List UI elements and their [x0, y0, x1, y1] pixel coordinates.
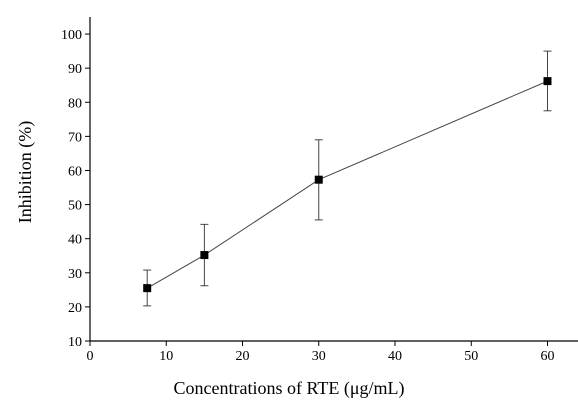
y-tick-label: 40: [68, 233, 82, 248]
x-tick-label: 20: [236, 349, 250, 364]
y-tick-label: 50: [68, 199, 82, 214]
y-tick-label: 10: [68, 335, 82, 350]
series: [143, 50, 552, 307]
x-axis-title: Concentrations of RTE (μg/mL): [173, 378, 404, 399]
x-tick-label: 40: [388, 349, 402, 364]
y-tick-label: 90: [68, 62, 82, 77]
y-tick-label: 60: [68, 164, 82, 179]
ticks: 0 10 20 30 40 50 60 10 20 30 40 50 60 70 80 90 100: [61, 28, 555, 364]
y-tick-label: 30: [68, 267, 82, 282]
y-tick-label: 80: [68, 96, 82, 111]
y-axis-title: Inhibition (%): [15, 121, 36, 223]
series-line: [146, 80, 548, 289]
y-tick-label: 20: [68, 301, 82, 316]
y-tick-label: 100: [61, 28, 82, 43]
data-point: [314, 175, 323, 184]
x-tick-label: 0: [87, 349, 94, 364]
x-tick-label: 30: [312, 349, 326, 364]
data-point: [543, 77, 552, 86]
x-tick-label: 60: [541, 349, 555, 364]
data-point: [200, 251, 209, 260]
axes: [89, 17, 578, 342]
x-tick-label: 50: [464, 349, 478, 364]
data-point: [143, 284, 152, 293]
x-tick-label: 10: [159, 349, 173, 364]
y-tick-label: 70: [68, 130, 82, 145]
